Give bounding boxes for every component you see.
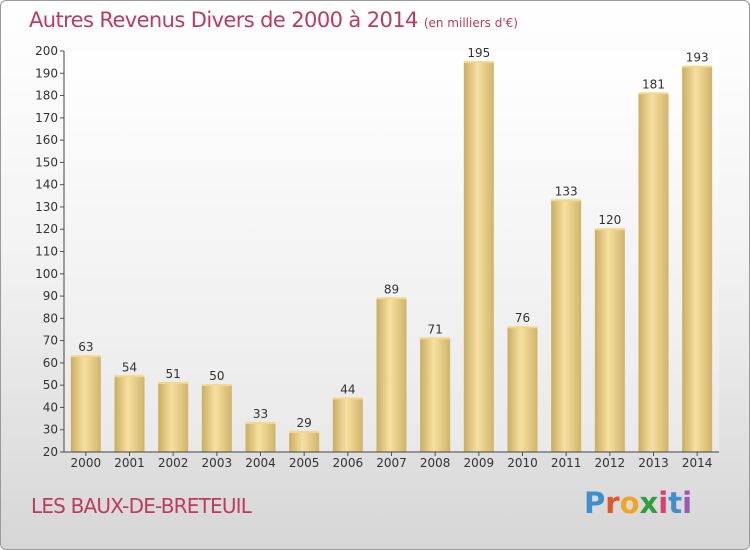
data-label: 89 <box>384 282 399 296</box>
x-tick-label: 2009 <box>464 456 495 470</box>
y-tick-label: 140 <box>35 178 58 192</box>
bar <box>245 423 276 452</box>
data-label: 195 <box>467 46 490 60</box>
y-tick-label: 80 <box>43 311 58 325</box>
x-tick-label: 2000 <box>71 456 102 470</box>
x-tick-label: 2010 <box>507 456 538 470</box>
x-tick-label: 2005 <box>289 456 320 470</box>
bar <box>463 62 494 453</box>
data-label: 63 <box>78 340 93 354</box>
y-tick-label: 130 <box>35 200 58 214</box>
data-label: 54 <box>122 360 137 374</box>
data-label: 76 <box>515 311 530 325</box>
bar <box>70 356 101 452</box>
x-tick-label: 2006 <box>333 456 364 470</box>
y-tick-label: 20 <box>43 445 58 459</box>
bar <box>420 338 451 452</box>
x-tick-label: 2002 <box>158 456 189 470</box>
title-unit: (en milliers d'€) <box>423 16 518 30</box>
y-tick-label: 40 <box>43 400 58 414</box>
data-label: 51 <box>166 367 181 381</box>
bar <box>158 382 189 452</box>
proxiti-logo: Proxiti <box>584 486 693 520</box>
y-tick-label: 200 <box>35 44 58 58</box>
x-tick-label: 2008 <box>420 456 451 470</box>
data-label: 33 <box>253 407 268 421</box>
bar <box>332 398 363 452</box>
y-tick-label: 70 <box>43 334 58 348</box>
y-tick-label: 180 <box>35 89 58 103</box>
y-tick-label: 150 <box>35 155 58 169</box>
bar <box>114 376 145 452</box>
bar <box>376 298 407 452</box>
y-tick-label: 190 <box>35 66 58 80</box>
bar <box>551 200 582 452</box>
y-tick-label: 90 <box>43 289 58 303</box>
y-tick-label: 60 <box>43 356 58 370</box>
x-tick-label: 2003 <box>202 456 233 470</box>
bar <box>201 385 232 452</box>
data-label: 29 <box>297 416 312 430</box>
y-tick-label: 170 <box>35 111 58 125</box>
x-tick-label: 2007 <box>376 456 407 470</box>
x-tick-label: 2013 <box>638 456 669 470</box>
x-tick-label: 2012 <box>595 456 626 470</box>
commune-name: LES BAUX-DE-BRETEUIL <box>31 494 252 518</box>
y-tick-label: 100 <box>35 267 58 281</box>
bar <box>289 431 320 452</box>
chart-title: Autres Revenus Divers de 2000 à 2014 (en … <box>29 8 518 32</box>
y-tick-label: 160 <box>35 133 58 147</box>
bar <box>682 66 713 452</box>
data-label: 44 <box>340 383 355 397</box>
bar <box>638 93 669 453</box>
x-tick-label: 2011 <box>551 456 582 470</box>
data-label: 120 <box>598 213 621 227</box>
y-tick-label: 50 <box>43 378 58 392</box>
data-label: 50 <box>209 369 224 383</box>
y-tick-label: 30 <box>43 423 58 437</box>
data-label: 133 <box>555 184 578 198</box>
x-tick-label: 2001 <box>114 456 145 470</box>
x-tick-label: 2014 <box>682 456 713 470</box>
y-tick-label: 110 <box>35 245 58 259</box>
title-text: Autres Revenus Divers de 2000 à 2014 <box>29 8 418 32</box>
y-tick-label: 120 <box>35 222 58 236</box>
bar <box>507 327 538 452</box>
data-label: 193 <box>686 51 709 65</box>
x-tick-label: 2004 <box>245 456 276 470</box>
data-label: 181 <box>642 77 665 91</box>
bar <box>594 229 625 452</box>
data-label: 71 <box>428 322 443 336</box>
